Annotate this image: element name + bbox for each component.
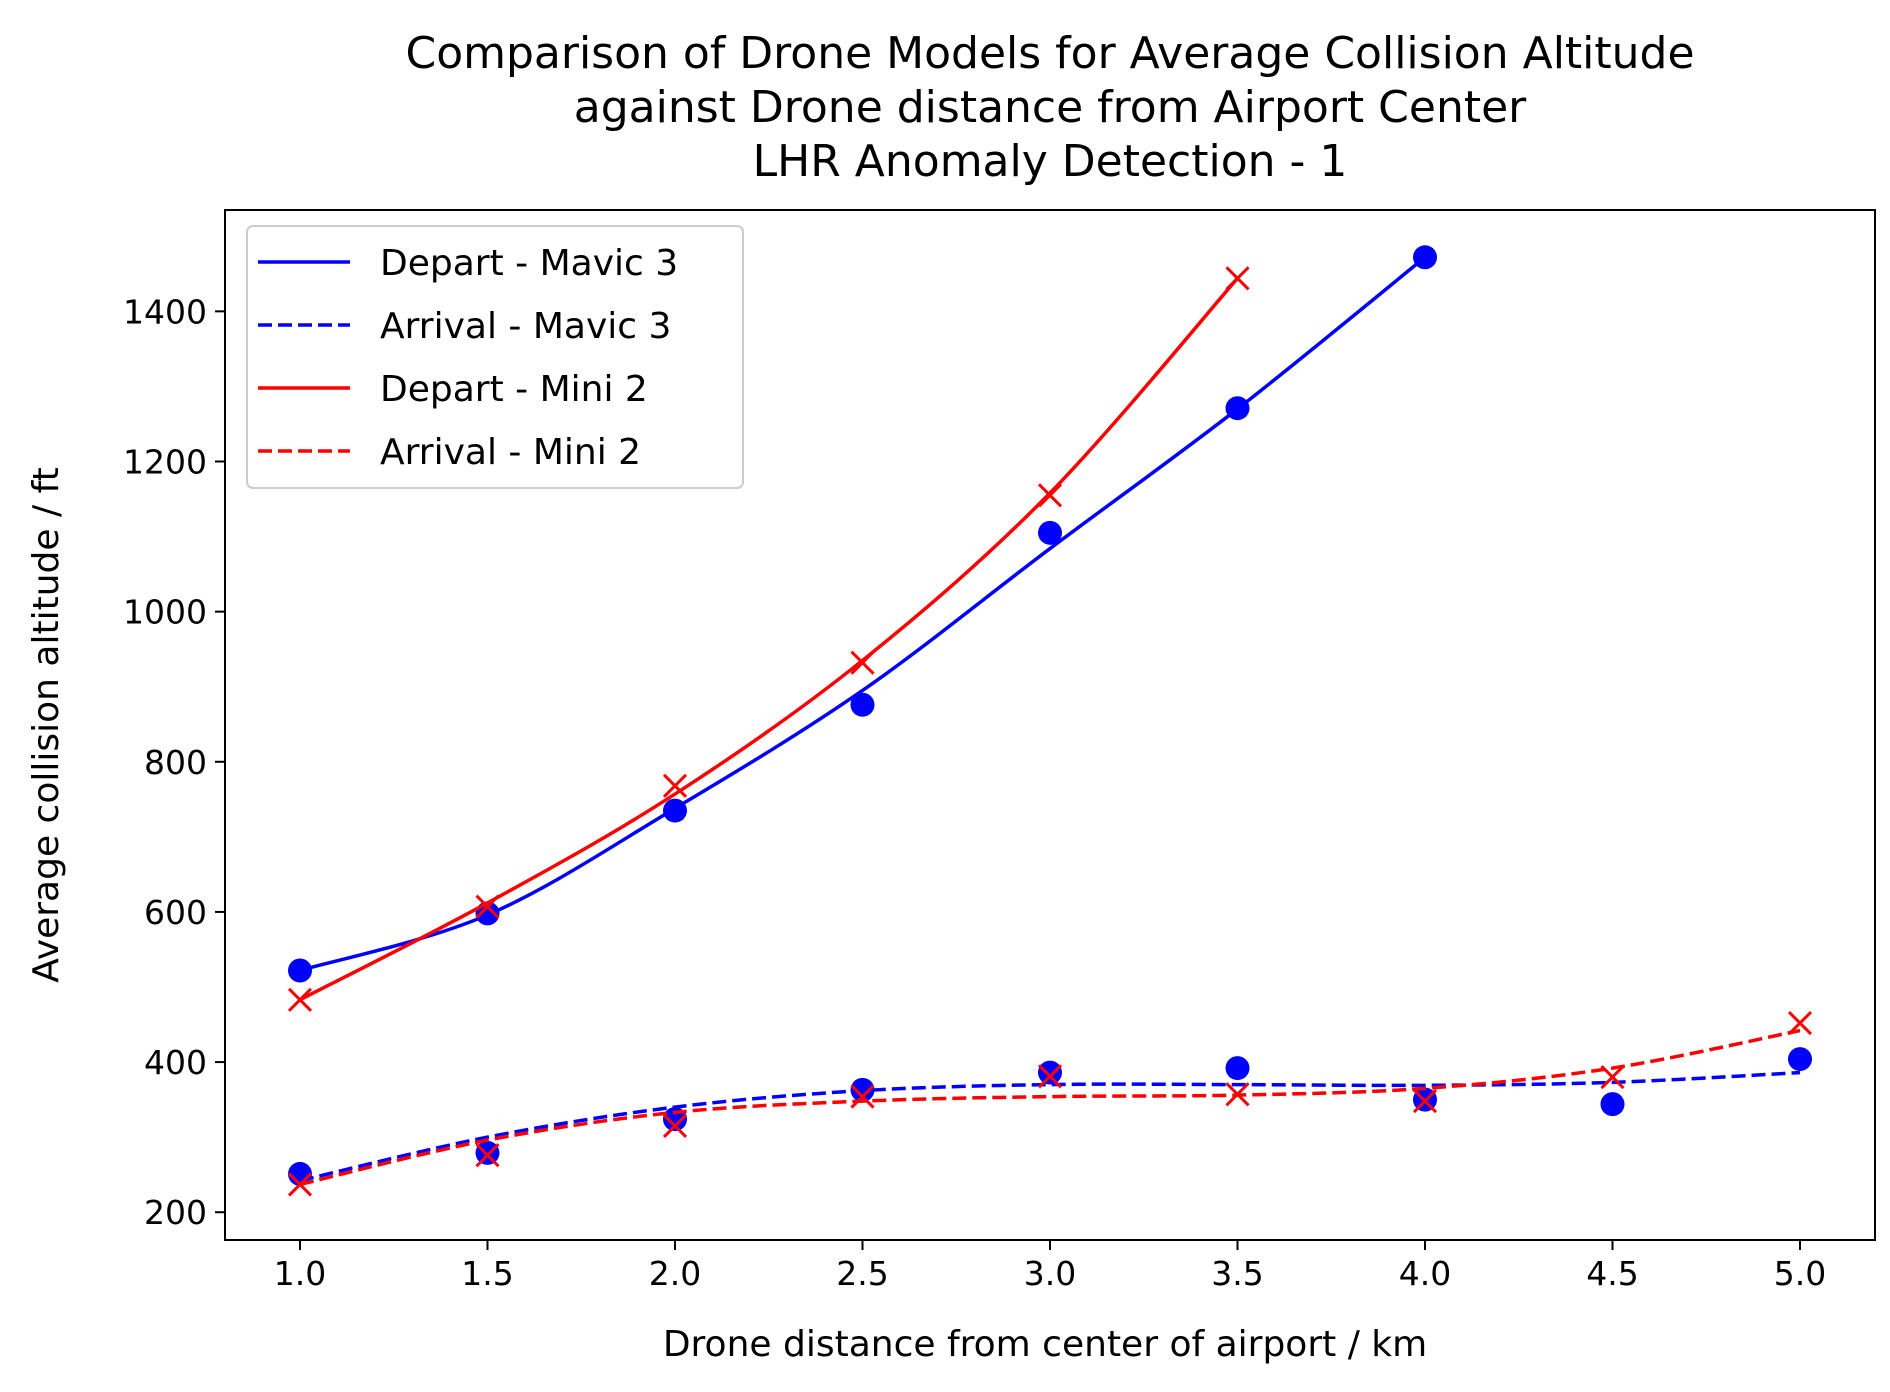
data-point-marker [1038,1060,1062,1085]
data-point-marker [1225,1056,1250,1081]
chart-title: Comparison of Drone Models for Average C… [405,28,1694,187]
y-tick-label: 800 [144,743,207,782]
data-point-marker [475,894,500,919]
legend-entries: Depart - Mavic 3 Arrival - Mavic 3 Depart … [258,243,678,473]
x-tick-label: 1.5 [461,1254,513,1293]
x-tick-label: 4.0 [1399,1254,1451,1293]
x-tick-label: 2.5 [836,1254,888,1293]
legend-entry-label: Depart - Mini 2 [380,369,648,410]
x-tick-label: 3.5 [1211,1254,1263,1293]
x-axis-label: Drone distance from center of airport / … [663,1324,1427,1365]
legend: Depart - Mavic 3 Arrival - Mavic 3 Depart … [246,225,744,489]
y-tick-label: 200 [144,1193,207,1232]
x-tick-label: 2.0 [649,1254,701,1293]
data-point-marker [850,692,875,717]
data-point-marker [663,798,687,823]
x-axis-ticks: 1.0 1.5 2.0 2.5 3.0 3.5 4.0 4.5 5.0 [274,1240,1826,1293]
x-tick-label: 5.0 [1774,1254,1826,1293]
series-0 [288,245,1437,983]
data-point-marker [1038,520,1062,545]
data-point-marker [475,1140,500,1165]
data-point-marker [1600,1092,1625,1117]
chart-title-line-3: LHR Anomaly Detection - 1 [753,136,1348,187]
y-tick-label: 1000 [123,593,207,632]
legend-entry-label: Depart - Mavic 3 [380,243,678,284]
data-point-marker [287,987,313,1012]
data-point-marker [475,1143,500,1168]
series-layer [287,245,1813,1197]
x-tick-label: 4.5 [1586,1254,1638,1293]
legend-box [246,225,744,489]
series-fit-line [299,1028,1801,1187]
data-point-marker [1788,1047,1812,1072]
y-tick-label: 600 [144,893,207,932]
data-point-marker [850,650,875,675]
y-tick-label: 1400 [123,292,207,331]
x-tick-label: 3.0 [1024,1254,1076,1293]
data-point-marker [662,1113,688,1138]
data-point-marker [662,773,688,798]
y-tick-label: 400 [144,1043,207,1082]
data-point-marker [1225,1082,1250,1107]
data-point-marker [1225,266,1250,291]
data-point-marker [287,1172,313,1197]
data-point-marker [1412,1089,1438,1114]
legend-entry-label: Arrival - Mini 2 [380,432,641,473]
series-1 [288,1047,1812,1186]
data-point-marker [1413,245,1437,270]
data-point-marker [1037,483,1063,508]
series-2 [287,266,1250,1012]
chart-title-line-2: against Drone distance from Airport Cent… [574,82,1527,133]
series-fit-line [299,277,1239,1002]
y-tick-label: 1200 [123,442,207,481]
x-tick-label: 1.0 [274,1254,326,1293]
data-point-marker [288,958,312,983]
data-point-marker [850,1084,875,1109]
legend-entry-label: Arrival - Mavic 3 [380,306,671,347]
series-3 [287,1010,1813,1197]
chart-title-line-1: Comparison of Drone Models for Average C… [405,28,1694,79]
data-point-marker [1787,1010,1813,1036]
y-axis-ticks: 200 400 600 800 1000 1200 1400 [123,292,225,1232]
series-fit-line [299,1070,1801,1183]
y-axis-label: Average collision altitude / ft [26,467,67,982]
data-point-marker [850,1077,875,1102]
data-point-marker [1225,396,1250,421]
data-point-marker [1600,1065,1625,1090]
data-point-marker [1037,1064,1063,1089]
